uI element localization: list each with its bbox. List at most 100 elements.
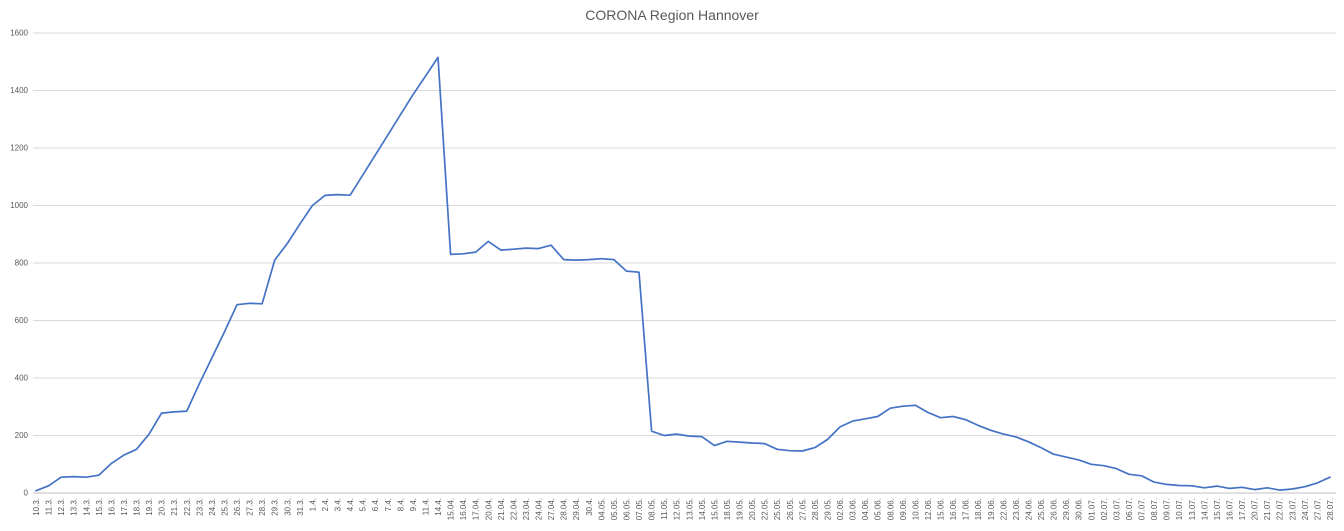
x-tick-label: 26.05.	[786, 498, 795, 520]
x-tick-label: 11.05.	[660, 498, 669, 520]
x-tick-label: 14.3.	[82, 498, 91, 516]
x-tick-label: 26.3.	[233, 498, 242, 516]
x-tick-label: 08.06.	[886, 498, 895, 520]
x-tick-label: 22.06.	[999, 498, 1008, 520]
x-tick-label: 02.06.	[836, 498, 845, 520]
x-tick-label: 15.06.	[937, 498, 946, 520]
y-tick-label: 200	[15, 431, 29, 440]
x-tick-label: 10.06.	[911, 498, 920, 520]
y-axis-labels: 0 200 400 600 800 1000 1200 1400 1600	[10, 29, 28, 498]
y-tick-label: 400	[15, 374, 29, 383]
x-tick-label: 22.05.	[761, 498, 770, 520]
x-tick-label: 31.3.	[296, 498, 305, 516]
y-tick-label: 0	[24, 489, 29, 498]
x-tick-label: 29.05.	[823, 498, 832, 520]
x-tick-label: 04.06.	[861, 498, 870, 520]
x-tick-label: 15.05.	[710, 498, 719, 520]
x-tick-label: 16.07.	[1225, 498, 1234, 520]
x-tick-label: 2.4.	[321, 498, 330, 511]
x-tick-label: 7.4.	[384, 498, 393, 511]
x-tick-label: 30.06.	[1075, 498, 1084, 520]
data-series-line	[35, 56, 1331, 492]
x-tick-label: 30.4.	[585, 498, 594, 516]
x-tick-label: 13.3.	[70, 498, 79, 516]
x-tick-label: 25.06.	[1037, 498, 1046, 520]
x-tick-label: 24.07.	[1301, 498, 1310, 520]
x-tick-label: 24.3.	[208, 498, 217, 516]
x-tick-label: 9.4.	[409, 498, 418, 511]
x-tick-label: 20.05.	[748, 498, 757, 520]
x-tick-label: 23.07.	[1288, 498, 1297, 520]
x-tick-label: 06.07.	[1125, 498, 1134, 520]
x-tick-label: 02.07.	[1100, 498, 1109, 520]
x-tick-label: 18.05.	[723, 498, 732, 520]
x-tick-label: 20.04.	[484, 498, 493, 520]
x-tick-label: 13.05.	[685, 498, 694, 520]
x-tick-label: 19.06.	[987, 498, 996, 520]
x-tick-label: 23.3.	[195, 498, 204, 516]
x-tick-label: 20.07.	[1251, 498, 1260, 520]
x-tick-label: 28.07.	[1326, 498, 1335, 520]
x-tick-label: 14.07.	[1200, 498, 1209, 520]
x-tick-label: 11.3.	[45, 498, 54, 515]
x-tick-label: 10.3.	[32, 498, 41, 516]
x-tick-label: 6.4.	[371, 498, 380, 511]
x-tick-label: 15.3.	[95, 498, 104, 516]
x-tick-label: 05.05.	[610, 498, 619, 520]
chart-title: CORONA Region Hannover	[585, 7, 759, 23]
x-tick-label: 12.3.	[57, 498, 66, 516]
x-tick-label: 8.4.	[396, 498, 405, 511]
x-tick-label: 03.07.	[1112, 498, 1121, 520]
x-tick-label: 16.04.	[459, 498, 468, 520]
x-tick-label: 09.07.	[1163, 498, 1172, 520]
y-tick-label: 1600	[10, 29, 28, 38]
x-axis-labels: 10.3. 11.3. 12.3. 13.3. 14.3. 15.3. 16.3. 17.3.…	[32, 498, 1335, 520]
x-tick-label: 21.3.	[170, 498, 179, 516]
x-tick-label: 06.05.	[622, 498, 631, 520]
x-tick-label: 08.07.	[1150, 498, 1159, 520]
x-tick-label: 27.07.	[1313, 498, 1322, 520]
gridlines	[33, 32, 1336, 494]
x-tick-label: 07.07.	[1138, 498, 1147, 520]
x-tick-label: 16.3.	[107, 498, 116, 516]
x-tick-label: 12.06.	[924, 498, 933, 520]
y-tick-label: 1400	[10, 86, 28, 95]
x-tick-label: 17.04.	[472, 498, 481, 520]
y-tick-label: 600	[15, 316, 29, 325]
x-tick-label: 17.3.	[120, 498, 129, 516]
x-tick-label: 16.06.	[949, 498, 958, 520]
x-tick-label: 26.06.	[1050, 498, 1059, 520]
x-tick-label: 28.04.	[560, 498, 569, 520]
x-tick-label: 03.06.	[849, 498, 858, 520]
x-tick-label: 23.06.	[1012, 498, 1021, 520]
x-tick-label: 18.06.	[974, 498, 983, 520]
x-tick-label: 07.05.	[635, 498, 644, 520]
x-tick-label: 01.07.	[1087, 498, 1096, 520]
x-tick-label: 4.4.	[346, 498, 355, 511]
x-tick-label: 19.3.	[145, 498, 154, 516]
x-tick-label: 1.4.	[308, 498, 317, 511]
x-tick-label: 28.3.	[258, 498, 267, 516]
x-tick-label: 27.04.	[547, 498, 556, 520]
x-tick-label: 11.4.	[421, 498, 430, 515]
x-tick-label: 27.3.	[246, 498, 255, 516]
x-tick-label: 20.3.	[158, 498, 167, 516]
x-tick-label: 29.04.	[572, 498, 581, 520]
x-tick-label: 24.06.	[1024, 498, 1033, 520]
x-tick-label: 05.06.	[874, 498, 883, 520]
y-tick-label: 1200	[10, 144, 28, 153]
x-tick-label: 29.06.	[1062, 498, 1071, 520]
x-tick-label: 27.05.	[798, 498, 807, 520]
x-tick-label: 09.06.	[899, 498, 908, 520]
x-tick-label: 21.04.	[497, 498, 506, 520]
x-tick-label: 12.05.	[673, 498, 682, 520]
x-tick-label: 14.4.	[434, 498, 443, 516]
x-tick-label: 30.3.	[283, 498, 292, 516]
y-tick-label: 1000	[10, 201, 28, 210]
x-tick-label: 25.3.	[220, 498, 229, 516]
y-tick-label: 800	[15, 259, 29, 268]
x-tick-label: 17.07.	[1238, 498, 1247, 520]
x-tick-label: 17.06.	[962, 498, 971, 520]
